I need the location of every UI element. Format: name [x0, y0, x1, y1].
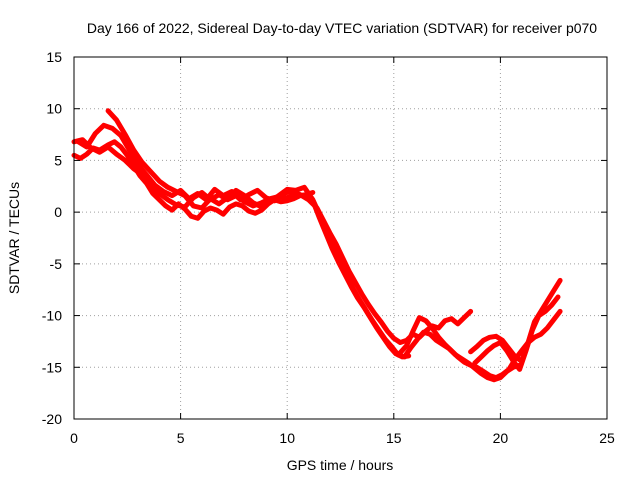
series-line-track-2 — [71, 137, 412, 360]
y-tick-label: -15 — [42, 359, 62, 375]
x-tick-label: 20 — [493, 430, 509, 446]
series-line-track-6 — [468, 277, 563, 364]
grid-lines — [74, 57, 607, 419]
y-tick-label: -5 — [50, 256, 63, 272]
y-tick-label: -10 — [42, 308, 62, 324]
chart-title: Day 166 of 2022, Sidereal Day-to-day VTE… — [87, 20, 597, 36]
y-tick-label: -20 — [42, 411, 62, 427]
y-tick-label: 5 — [54, 152, 62, 168]
x-axis-ticks: 0 5 10 15 20 25 — [70, 57, 615, 446]
series-line-track-7 — [472, 294, 561, 372]
x-tick-label: 0 — [70, 430, 78, 446]
y-axis-label: SDTVAR / TECUs — [6, 182, 22, 294]
y-tick-label: 15 — [46, 49, 62, 65]
x-tick-label: 15 — [386, 430, 402, 446]
y-tick-label: 10 — [46, 101, 62, 117]
plot-frame — [73, 56, 608, 420]
y-tick-label: 0 — [54, 204, 62, 220]
series-line-track-3 — [75, 122, 474, 345]
y-axis-ticks: -20 -15 -10 -5 0 5 10 15 — [42, 49, 607, 427]
plot-series — [71, 108, 563, 383]
x-tick-label: 10 — [279, 430, 295, 446]
series-line-track-4 — [105, 108, 523, 383]
series-line-track-5 — [397, 308, 563, 381]
x-tick-label: 5 — [177, 430, 185, 446]
x-axis-label: GPS time / hours — [287, 457, 394, 473]
x-tick-label: 25 — [599, 430, 615, 446]
